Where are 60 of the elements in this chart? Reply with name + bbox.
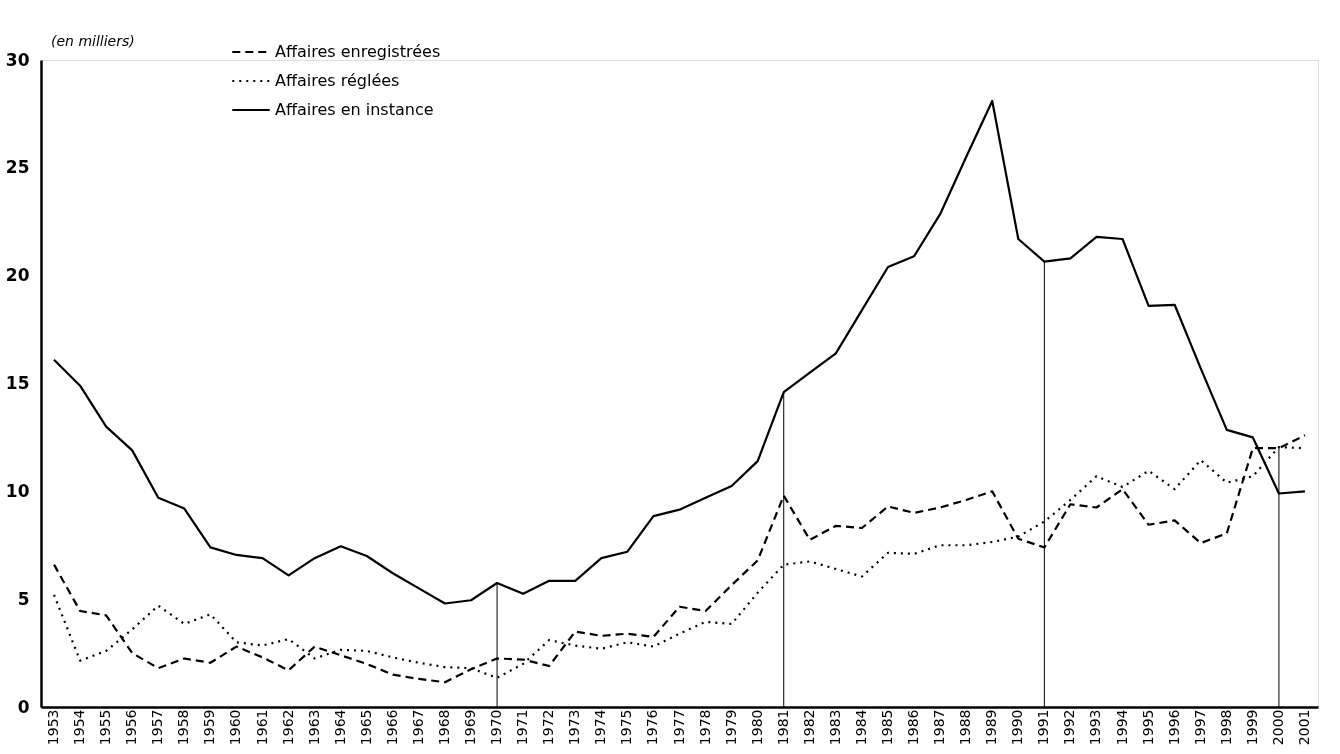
x-tick-label: 1982 [800, 709, 817, 746]
x-tick-label: 1956 [123, 709, 140, 746]
y-tick-label: 5 [17, 588, 30, 609]
x-tick-label: 1989 [983, 709, 1000, 746]
x-tick-label: 1969 [462, 709, 479, 746]
x-tick-label: 1979 [722, 709, 739, 746]
x-tick-label: 2000 [1269, 709, 1286, 746]
x-tick-label: 1986 [905, 709, 922, 746]
x-tick-label: 1975 [618, 709, 635, 746]
x-tick-label: 1968 [435, 709, 452, 746]
x-tick-label: 1990 [1009, 709, 1026, 746]
x-tick-label: 1978 [696, 709, 713, 746]
x-tick-label: 1962 [279, 709, 296, 746]
x-tick-label: 1985 [878, 709, 895, 746]
y-tick-label: 0 [17, 696, 30, 717]
text: (en milliers) [51, 33, 135, 49]
x-tick-label: 1983 [826, 709, 843, 746]
x-tick-label: 1972 [540, 709, 557, 746]
x-tick-label: 1971 [514, 709, 531, 746]
x-tick-label: 2001 [1295, 709, 1312, 746]
x-tick-label: 1998 [1217, 709, 1234, 746]
legend-label: Affaires en instance [275, 100, 434, 119]
x-tick-label: 1999 [1243, 709, 1260, 746]
x-tick-label: 1993 [1087, 709, 1104, 746]
y-tick-label: 15 [5, 373, 30, 393]
x-tick-label: 1961 [253, 709, 270, 746]
x-tick-label: 1981 [774, 709, 791, 746]
x-tick-label: 1977 [670, 709, 687, 746]
x-tick-label: 1980 [748, 709, 765, 746]
x-tick-label: 1997 [1191, 709, 1208, 746]
x-tick-label: 1976 [644, 709, 661, 746]
x-tick-label: 1992 [1061, 709, 1078, 746]
x-tick-label: 1984 [852, 709, 869, 746]
x-tick-label: 1964 [331, 709, 348, 746]
x-tick-label: 1955 [97, 709, 114, 746]
x-tick-label: 1970 [488, 709, 505, 746]
x-tick-label: 1966 [383, 709, 400, 746]
x-tick-label: 1991 [1035, 709, 1052, 746]
x-tick-label: 1988 [957, 709, 974, 746]
legend-label: Affaires enregistrées [275, 42, 441, 61]
x-tick-label: 1994 [1113, 709, 1130, 746]
x-tick-label: 1996 [1165, 709, 1182, 746]
y-tick-label: 25 [5, 157, 30, 178]
x-tick-label: 1973 [566, 709, 583, 746]
x-tick-label: 1959 [201, 709, 218, 746]
x-tick-label: 1987 [931, 709, 948, 746]
y-tick-label: 20 [5, 265, 30, 286]
x-tick-label: 1958 [175, 709, 192, 746]
x-tick-label: 1995 [1139, 709, 1156, 746]
x-tick-label: 1953 [45, 709, 62, 746]
legend-label: Affaires réglées [275, 71, 400, 90]
y-tick-label: 30 [5, 49, 30, 70]
x-tick-label: 1963 [305, 709, 322, 746]
x-tick-label: 1960 [227, 709, 244, 746]
x-tick-label: 1957 [149, 709, 166, 746]
x-tick-label: 1974 [592, 709, 609, 746]
x-tick-label: 1965 [357, 709, 374, 746]
y-tick-label: 10 [5, 480, 30, 501]
x-tick-label: 1954 [71, 709, 88, 746]
x-tick-label: 1967 [409, 709, 426, 746]
